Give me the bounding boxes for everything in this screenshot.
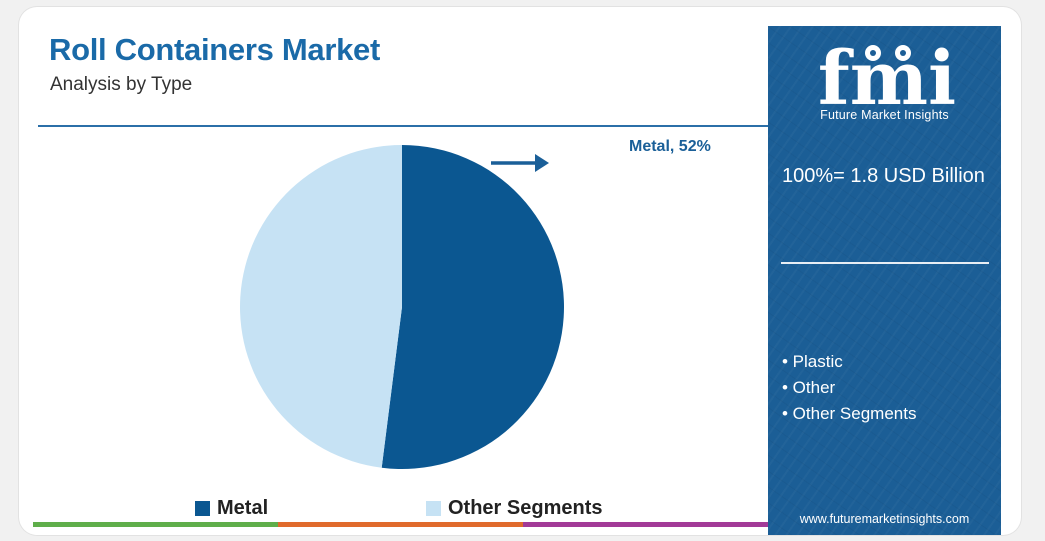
page-title: Roll Containers Market <box>49 32 381 67</box>
panel-texture <box>768 26 1001 535</box>
legend-swatch-metal <box>195 500 210 516</box>
fmi-logo-letters: fmi <box>818 36 956 122</box>
report-card: Roll Containers Market Analysis by Type … <box>19 7 1021 535</box>
legend-item-other-segments: Other Segments <box>426 496 602 520</box>
fmi-logo-caption: Future Market Insights <box>820 108 949 122</box>
bottom-bar-purple <box>523 522 768 527</box>
side-panel: fmi Future Market Insights 100%= 1.8 USD… <box>768 26 1001 535</box>
bottom-bar-orange <box>278 522 523 527</box>
legend-label-metal: Metal <box>217 496 269 519</box>
market-total-label: 100%= 1.8 USD Billion <box>782 165 985 187</box>
pie-chart <box>240 145 564 469</box>
panel-divider <box>781 262 989 264</box>
pie-slices <box>240 145 564 469</box>
legend-swatch-other-segments <box>426 500 441 516</box>
bottom-bar-green <box>33 522 278 527</box>
list-item: • Other <box>782 378 836 397</box>
website-link[interactable]: www.futuremarketinsights.com <box>799 512 970 526</box>
pie-slice-other-segments <box>240 145 402 468</box>
list-item: • Other Segments <box>782 404 917 423</box>
fmi-logo: fmi <box>818 36 956 122</box>
legend-item-metal: Metal <box>195 496 268 520</box>
title-divider <box>38 125 768 127</box>
other-segments-list: • Plastic • Other • Other Segments <box>782 349 916 427</box>
metal-callout-label: Metal, 52% <box>629 138 711 155</box>
legend-label-other-segments: Other Segments <box>448 496 603 519</box>
bottom-color-bar <box>33 522 768 527</box>
pie-slice-metal <box>381 145 564 469</box>
page-subtitle: Analysis by Type <box>50 74 193 95</box>
list-item: • Plastic <box>782 352 843 371</box>
callout-arrow <box>491 154 549 172</box>
